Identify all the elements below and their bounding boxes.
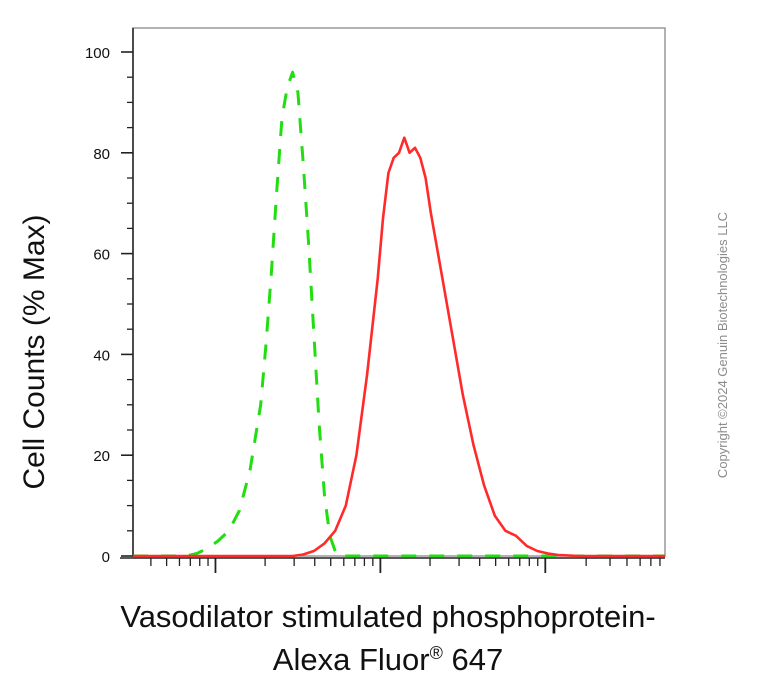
x-axis-label-line2: Alexa Fluor® 647: [273, 642, 503, 677]
copyright-watermark: Copyright ©2024 Genuin Biotechnologies L…: [715, 212, 730, 478]
y-axis-label: Cell Counts (% Max): [18, 214, 51, 489]
x-axis-ticks: [120, 557, 665, 573]
y-tick-label: 40: [93, 347, 110, 364]
isotype-control-curve: [133, 70, 665, 558]
x-axis-label-line1: Vasodilator stimulated phosphoprotein-: [120, 599, 655, 634]
y-tick-label: 20: [93, 448, 110, 465]
y-tick-label: 0: [102, 549, 110, 566]
y-tick-label: 80: [93, 146, 110, 163]
y-tick-label: 60: [93, 247, 110, 264]
y-axis-ticks: 0 20 40 60 80 100: [85, 45, 133, 566]
y-tick-label: 100: [85, 45, 110, 62]
series-layer: [133, 70, 665, 558]
plot-frame: [132, 27, 666, 557]
sample-histogram-curve: [133, 136, 665, 558]
registered-mark: ®: [430, 643, 443, 663]
